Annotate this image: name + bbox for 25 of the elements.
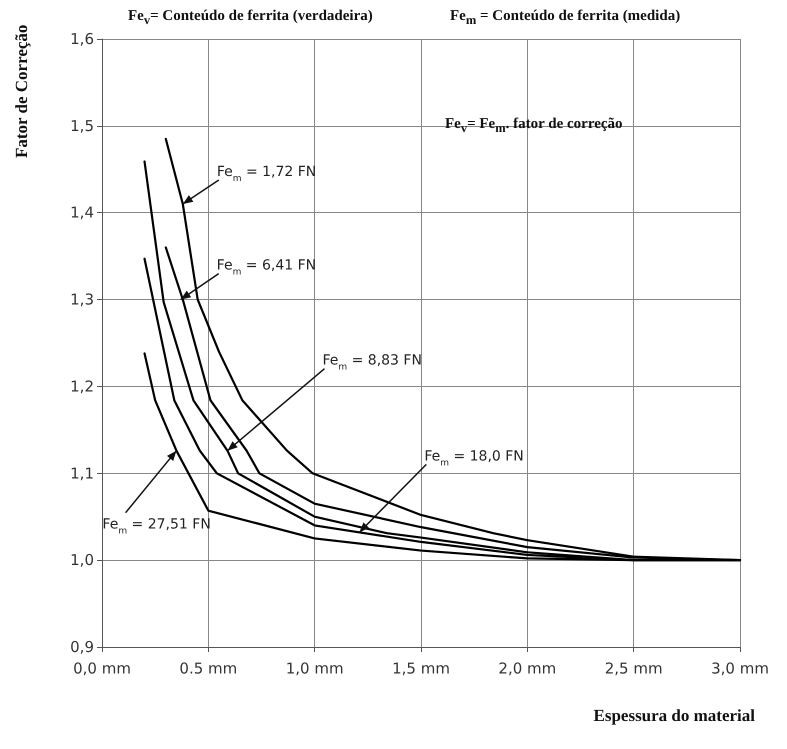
y-tick-label: 1,1	[70, 464, 94, 482]
y-tick-label: 0,9	[70, 638, 94, 656]
y-tick-label: 1,5	[70, 116, 94, 135]
x-tick-label: 2,0 mm	[498, 660, 556, 678]
y-tick-label: 1,6	[70, 30, 94, 48]
y-tick-label: 1,0	[70, 551, 94, 570]
annotation: Fe$_{m}$ = 6,41 FN	[216, 258, 316, 278]
annotation: Fe$_{m}$ = 1,72 FN	[216, 164, 316, 184]
x-tick-label: 0,0 mm	[73, 660, 131, 678]
x-tick-label: 1,0 mm	[286, 660, 344, 678]
text: Fe$_{m}$ = Conteúdo de ferrita (medida)	[450, 8, 680, 28]
text: Fe$_{v}$= Conteúdo de ferrita (verdadeira)	[128, 8, 373, 28]
x-tick-label: 3,0 mm	[711, 660, 769, 678]
x-tick-label: 2,5 mm	[604, 660, 663, 678]
y-tick-label: 1,3	[70, 290, 94, 309]
annotation: Fe$_{m}$ = 18,0 FN	[424, 448, 524, 468]
annotation: Fe$_{m}$ = 27,51 FN	[102, 516, 211, 537]
annotation: Fe$_{v}$= Fe$_{m}$. fator de correção	[445, 116, 623, 136]
y-tick-label: 1,2	[70, 377, 94, 396]
x-tick-label: 1,5 mm	[392, 660, 450, 678]
x-axis-title: Espessura do material	[594, 706, 755, 726]
annotation: Fe$_{m}$ = 8,83 FN	[322, 352, 422, 373]
x-tick-label: 0.5 mm	[179, 660, 238, 678]
y-tick-label: 1,4	[70, 204, 94, 222]
y-axis-title: Fator de Correção	[12, 24, 32, 158]
